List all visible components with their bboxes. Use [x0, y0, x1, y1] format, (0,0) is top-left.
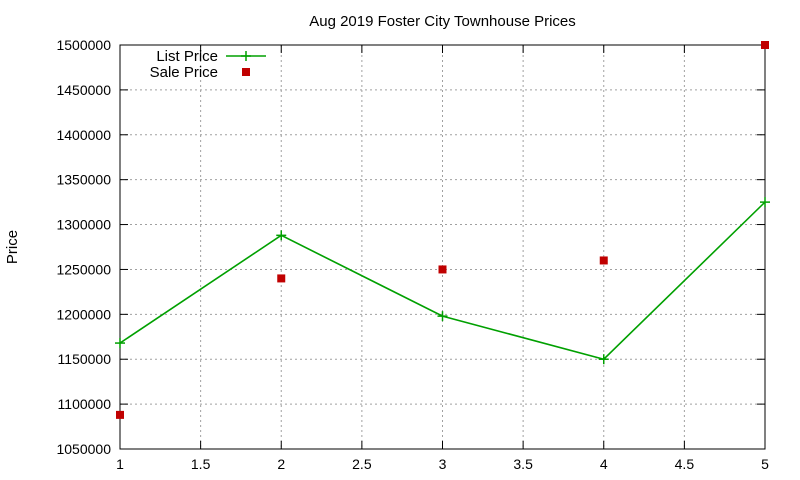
x-tick-label: 2.5 [352, 456, 372, 472]
x-tick-labels: 1 1.5 2 2.5 3 3.5 4 4.5 5 [116, 456, 769, 472]
series-layer [115, 41, 770, 419]
legend-label: List Price [156, 48, 218, 65]
y-tick-label: 1500000 [56, 37, 111, 53]
y-tick-label: 1400000 [56, 127, 111, 143]
sale-price-point [277, 274, 286, 283]
x-tick-label: 2 [277, 456, 285, 472]
chart-title: Aug 2019 Foster City Townhouse Prices [309, 13, 576, 30]
y-tick-label: 1050000 [56, 441, 111, 457]
x-tick-label: 3 [439, 456, 447, 472]
list-price-point [276, 230, 287, 241]
y-tick-label: 1350000 [56, 172, 111, 188]
legend-square-swatch [242, 68, 250, 76]
y-tick-label: 1150000 [58, 351, 112, 367]
list-price-point [115, 338, 125, 349]
list-price-point [437, 311, 448, 322]
grid-layer [120, 45, 765, 449]
x-tick-label: 3.5 [513, 456, 533, 472]
sale-price-point [599, 256, 608, 265]
x-tick-label: 1.5 [191, 456, 211, 472]
list-price-point [598, 354, 609, 365]
legend-label: Sale Price [150, 64, 218, 81]
series-sale-price [116, 41, 769, 419]
list-price-point [760, 197, 770, 208]
y-tick-label: 1300000 [56, 217, 111, 233]
y-tick-labels: 1050000 1100000 1150000 1200000 1250000 13000… [56, 37, 111, 457]
y-tick-label: 1100000 [58, 396, 112, 412]
x-tick-label: 4 [600, 456, 608, 472]
x-tick-label: 1 [116, 456, 124, 472]
sale-price-point [438, 265, 447, 274]
series-list-price [115, 197, 770, 365]
legend-cross-swatch [241, 51, 251, 61]
tick-marks [119, 44, 766, 450]
x-tick-label: 5 [761, 456, 769, 472]
y-axis-label: Price [4, 230, 21, 264]
x-tick-label: 4.5 [675, 456, 695, 472]
y-tick-label: 1250000 [56, 261, 111, 277]
sale-price-point [116, 410, 124, 419]
y-tick-label: 1200000 [56, 306, 111, 322]
sale-price-point [761, 41, 769, 49]
y-tick-label: 1450000 [56, 82, 111, 98]
